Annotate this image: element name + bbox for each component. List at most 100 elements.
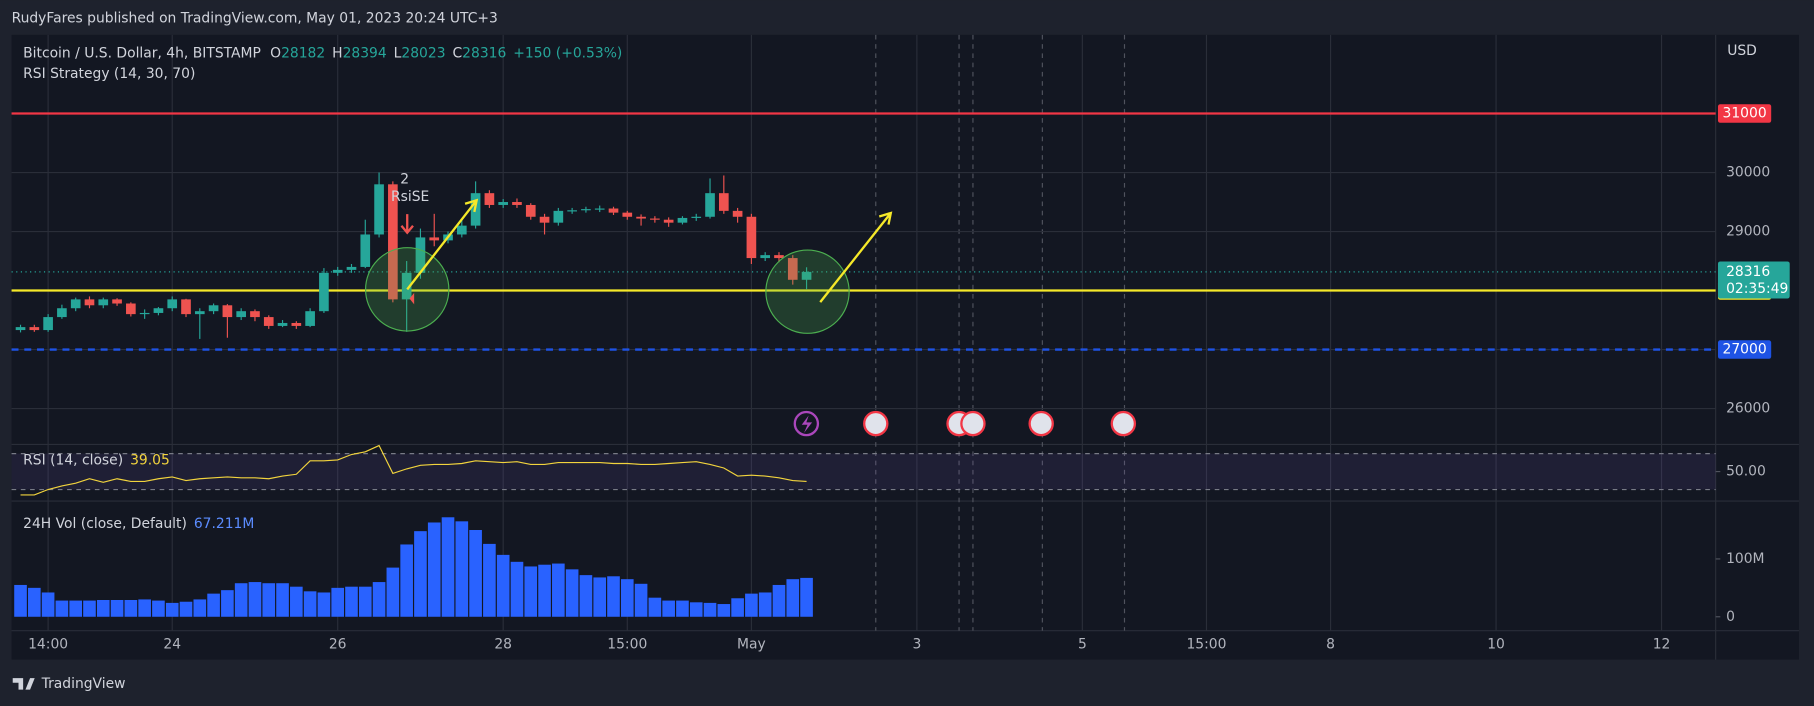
volume-bar bbox=[138, 599, 151, 617]
volume-bar bbox=[634, 583, 648, 617]
candle-body bbox=[622, 212, 633, 217]
last-price-label: 28316 bbox=[1726, 264, 1770, 280]
volume-bar bbox=[400, 544, 413, 617]
candle-body bbox=[401, 272, 412, 300]
candle-body bbox=[581, 209, 591, 211]
volume-bar bbox=[96, 599, 110, 617]
volume-bar bbox=[55, 600, 69, 617]
x-tick-label: 24 bbox=[163, 637, 181, 653]
candle-body bbox=[415, 237, 426, 273]
candle-body bbox=[512, 202, 522, 205]
candle-body bbox=[429, 237, 440, 241]
candle-body bbox=[57, 308, 67, 318]
candle-body bbox=[332, 269, 343, 273]
ohlc-label: L bbox=[394, 45, 402, 61]
volume-bar bbox=[262, 583, 276, 617]
volume-bar bbox=[524, 566, 538, 617]
symbol-title: Bitcoin / U.S. Dollar, 4h, BITSTAMP bbox=[23, 45, 261, 61]
volume-bar bbox=[276, 583, 289, 617]
vol-name: 24H Vol (close, Default) bbox=[23, 516, 187, 532]
volume-bar bbox=[579, 575, 593, 617]
volume-bar bbox=[455, 521, 469, 617]
volume-bar bbox=[538, 564, 551, 617]
event-icons bbox=[793, 410, 1137, 437]
candle-body bbox=[346, 266, 357, 270]
candle-body bbox=[650, 218, 660, 220]
footer: TradingView bbox=[41, 676, 126, 692]
volume-bar bbox=[510, 561, 524, 617]
level-label-bg bbox=[1717, 340, 1772, 359]
candle-body bbox=[663, 219, 674, 223]
volume-bar bbox=[689, 602, 703, 617]
candle-body bbox=[360, 234, 371, 267]
annotations bbox=[364, 198, 893, 334]
candle-body bbox=[15, 327, 26, 331]
volume-bar bbox=[165, 602, 179, 617]
candle-body bbox=[194, 311, 205, 315]
volume-bar bbox=[648, 597, 662, 617]
volume-bar bbox=[221, 590, 234, 617]
volume-bar bbox=[745, 593, 758, 617]
candle-body bbox=[222, 305, 233, 318]
candle-body bbox=[718, 193, 729, 211]
candle-body bbox=[567, 210, 577, 212]
x-tick-label: 12 bbox=[1653, 637, 1671, 653]
volume-bar bbox=[372, 582, 386, 617]
signal-label: RsiSE bbox=[391, 189, 429, 205]
volume-bar bbox=[193, 599, 207, 617]
volume-bar bbox=[441, 517, 455, 617]
y-tick-label: 30000 bbox=[1726, 165, 1770, 181]
volume-bar bbox=[800, 577, 813, 617]
volume-bar bbox=[703, 602, 717, 617]
volume-bar bbox=[427, 522, 441, 617]
candle-body bbox=[139, 312, 150, 315]
candle-body bbox=[70, 299, 81, 309]
rsi-band bbox=[11, 453, 1716, 490]
logo bbox=[12, 678, 35, 690]
volume-bar bbox=[303, 591, 317, 617]
ohlc-label: O bbox=[270, 45, 281, 61]
y-tick-label: 0 bbox=[1726, 609, 1735, 625]
candle-body bbox=[277, 322, 288, 326]
rsi-title: RSI (14, close) 39.05 bbox=[23, 453, 170, 469]
candle-body bbox=[705, 193, 715, 217]
high-value: 28394 bbox=[343, 45, 387, 61]
level-label: 31000 bbox=[1723, 106, 1767, 122]
volume-bar bbox=[676, 600, 689, 617]
candle-body bbox=[43, 317, 53, 331]
rsi-line bbox=[20, 444, 807, 496]
candle-body bbox=[153, 308, 164, 313]
candle-body bbox=[456, 225, 467, 235]
volume-bar bbox=[248, 582, 262, 617]
vol-value: 67.211M bbox=[194, 516, 255, 532]
strategy-title: RSI Strategy (14, 30, 70) bbox=[23, 66, 195, 82]
y-tick-label: 50.00 bbox=[1726, 464, 1766, 480]
level-label: 27000 bbox=[1723, 342, 1767, 358]
signal-qty: 2 bbox=[400, 171, 409, 187]
ohlc-label: H bbox=[332, 45, 342, 61]
candle-body bbox=[84, 299, 95, 306]
volume-bar bbox=[331, 587, 345, 617]
volume-bar bbox=[662, 600, 675, 617]
candle-body bbox=[305, 311, 315, 326]
volume-bar bbox=[731, 598, 744, 617]
volume-bar bbox=[386, 567, 400, 617]
volume-bar bbox=[69, 600, 83, 617]
volume-bar bbox=[152, 600, 165, 617]
candle-body bbox=[236, 311, 246, 318]
volume-bar bbox=[469, 530, 482, 617]
volume-bar bbox=[83, 600, 96, 617]
candle-body bbox=[29, 327, 40, 331]
x-tick-label: 5 bbox=[1078, 637, 1087, 653]
candle-body bbox=[291, 322, 302, 326]
volume-bar bbox=[772, 584, 786, 617]
candle-body bbox=[250, 311, 260, 318]
volume-bar bbox=[496, 554, 510, 617]
volume-bar bbox=[552, 563, 565, 617]
y-tick-label: 29000 bbox=[1726, 224, 1770, 240]
x-tick-label: 14:00 bbox=[28, 637, 68, 653]
open-value: 28182 bbox=[281, 45, 325, 61]
volume-bar bbox=[124, 599, 138, 617]
ohlc-label: C bbox=[452, 45, 462, 61]
change: +150 (+0.53%) bbox=[513, 45, 622, 61]
